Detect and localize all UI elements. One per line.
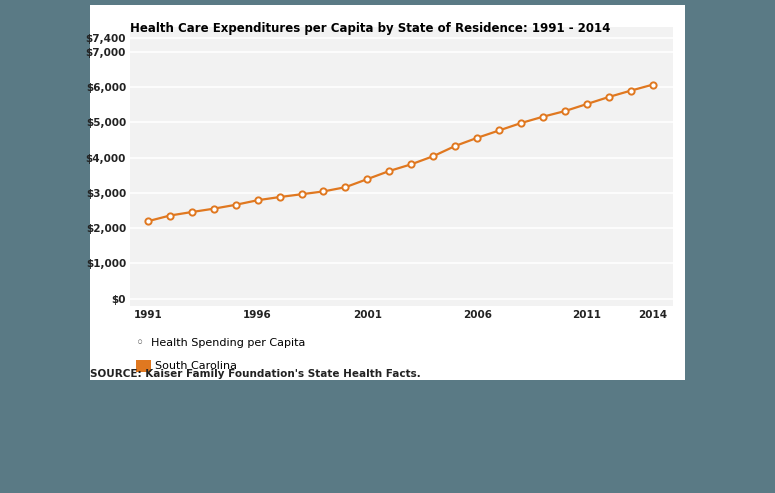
Text: ◦: ◦ xyxy=(136,336,143,350)
Text: Health Care Expenditures per Capita by State of Residence: 1991 - 2014: Health Care Expenditures per Capita by S… xyxy=(130,22,611,35)
Text: SOURCE: Kaiser Family Foundation's State Health Facts.: SOURCE: Kaiser Family Foundation's State… xyxy=(90,369,421,379)
Text: Health Spending per Capita: Health Spending per Capita xyxy=(151,338,305,348)
Text: South Carolina: South Carolina xyxy=(155,361,237,371)
